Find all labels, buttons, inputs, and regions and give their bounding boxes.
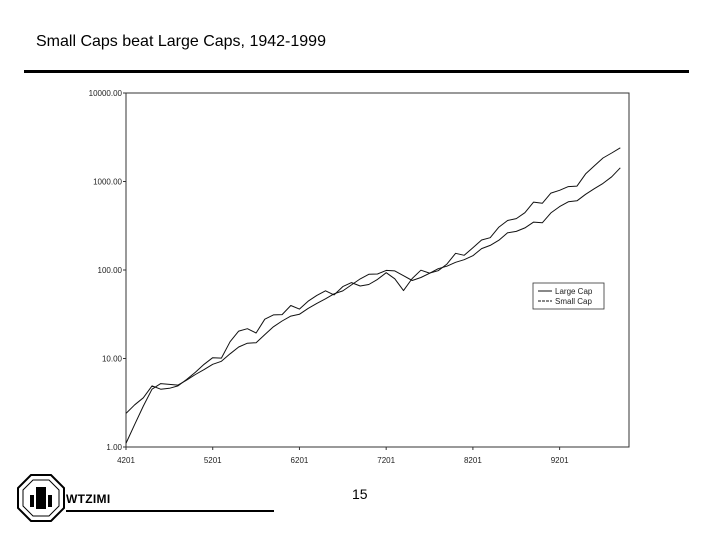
legend-label-large-cap: Large Cap [555, 287, 593, 296]
y-tick-label: 1000.00 [93, 178, 122, 187]
legend-label-small-cap: Small Cap [555, 297, 592, 306]
y-tick-label: 1.00 [106, 443, 122, 452]
y-tick-label: 100.00 [98, 266, 123, 275]
page-number: 15 [352, 486, 368, 502]
chart-legend: Large Cap Small Cap [532, 282, 605, 310]
y-tick-label: 10.00 [102, 355, 123, 364]
plot-frame [125, 92, 630, 448]
wtzimi-logo-icon [17, 474, 65, 522]
logo-underline [66, 510, 274, 512]
chart-axes: 1.00 10.00 100.00 1000.00 10000.00 4201 5201 62… [89, 89, 569, 465]
x-tick-label: 9201 [551, 456, 569, 465]
legend-box [532, 282, 605, 310]
x-tick-label: 6201 [291, 456, 309, 465]
slide-title: Small Caps beat Large Caps, 1942-1999 [36, 33, 326, 50]
x-tick-label: 4201 [117, 456, 135, 465]
series-line-large-cap [125, 147, 621, 414]
title-rule [24, 70, 689, 73]
x-tick-label: 5201 [204, 456, 222, 465]
logo-wordmark: WTZIMI [66, 492, 111, 506]
x-tick-label: 7201 [377, 456, 395, 465]
y-tick-label: 10000.00 [89, 89, 123, 98]
chart-frame [125, 92, 630, 448]
series-line-small-cap [125, 167, 621, 444]
chart-series [125, 147, 621, 444]
x-tick-label: 8201 [464, 456, 482, 465]
